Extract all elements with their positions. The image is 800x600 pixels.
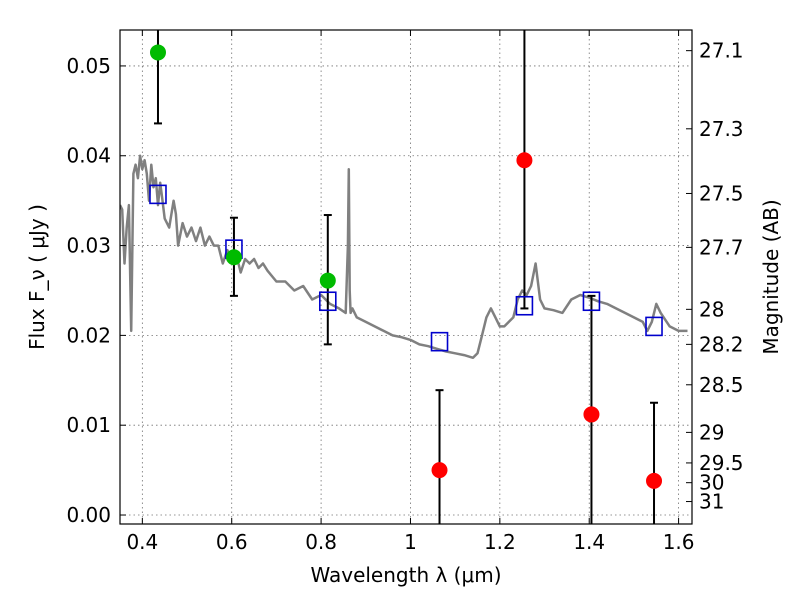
x-tick-label: 1.2: [484, 530, 516, 554]
model-spectrum-line: [120, 154, 688, 360]
x-axis-title: Wavelength λ (μm): [310, 563, 501, 587]
model-photometry-point: [149, 184, 167, 205]
y-axis-title: Flux F_ν ( μJy ): [25, 204, 49, 350]
y2-tick-label: 28.5: [699, 373, 744, 397]
y2-tick-label: 27.5: [699, 181, 744, 205]
upper-limit-point: [516, 152, 533, 169]
model-photometry-point: [430, 331, 449, 352]
x-tick-label: 0.6: [216, 530, 248, 554]
y2-tick-label: 29.5: [699, 451, 744, 475]
y2-axis-title: Magnitude (AB): [759, 199, 783, 354]
model-photometry-point: [515, 295, 534, 316]
x-tick-label: 1: [404, 530, 417, 554]
y2-tick-label: 29: [699, 420, 724, 444]
y-tick-label: 0.03: [66, 234, 111, 258]
y-tick-label: 0.00: [66, 503, 111, 527]
x-tick-label: 0.8: [305, 530, 337, 554]
detection-point: [149, 44, 166, 61]
y2-tick-label: 28: [699, 297, 724, 321]
model-photometry-point: [318, 291, 337, 312]
upper-limit-point: [431, 462, 448, 479]
y2-tick-label: 27.1: [699, 39, 744, 63]
x-axis-ticks: 0.4 0.6 0.8 1 1.2 1.4 1.6: [126, 30, 695, 554]
x-tick-label: 1.6: [663, 530, 695, 554]
upper-limit-point: [583, 406, 600, 423]
y-tick-label: 0.02: [66, 323, 111, 347]
detection-point: [225, 249, 242, 266]
upper-limit-point: [646, 472, 663, 489]
grid-lines: [120, 30, 692, 524]
y2-tick-label: 27.3: [699, 117, 744, 141]
x-tick-label: 0.4: [126, 530, 158, 554]
plot-area: [120, 30, 688, 524]
y2-tick-label: 28.2: [699, 332, 744, 356]
y-axis-ticks: 0.00 0.01 0.02 0.03 0.04 0.05: [66, 54, 126, 527]
plot-frame: [119, 29, 693, 525]
y2-tick-label: 27.7: [699, 235, 744, 259]
x-tick-label: 1.4: [573, 530, 605, 554]
y-tick-label: 0.05: [66, 54, 111, 78]
detection-point: [319, 272, 336, 289]
y2-tick-label: 30: [699, 471, 724, 495]
model-photometry-point: [582, 291, 601, 312]
y-tick-label: 0.04: [66, 144, 111, 168]
y-tick-label: 0.01: [66, 413, 111, 437]
y2-tick-label: 31: [699, 490, 724, 514]
model-photometry-point: [645, 316, 663, 337]
